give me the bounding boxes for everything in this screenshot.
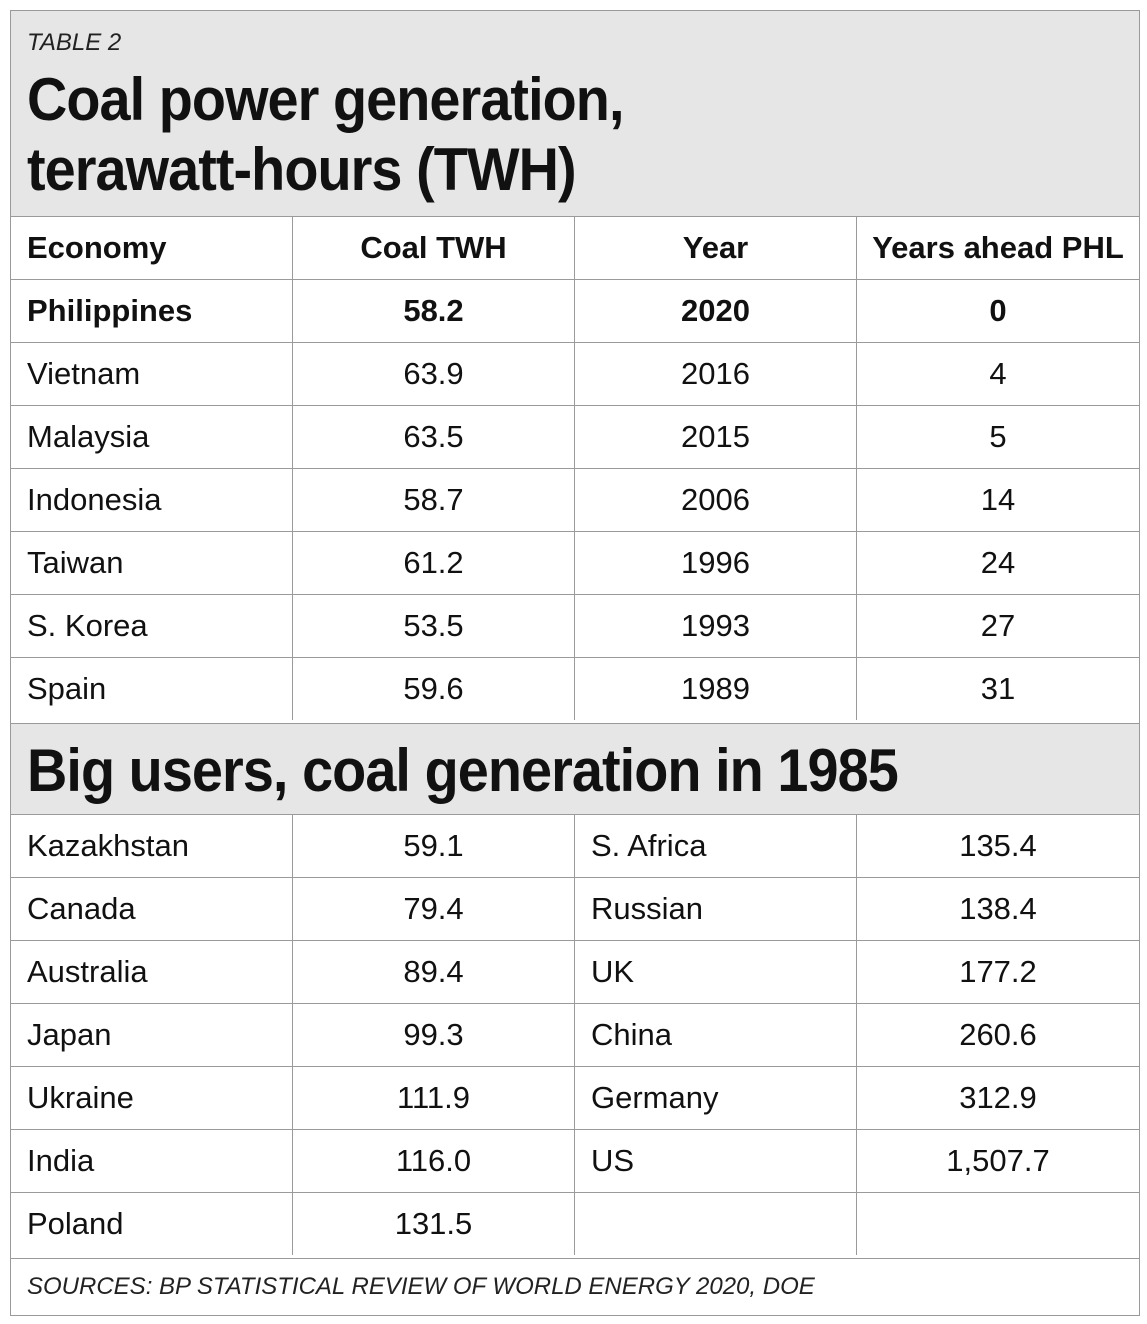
table-label: TABLE 2: [27, 29, 122, 56]
table-row: Poland 131.5: [11, 1192, 1139, 1255]
section-title: Big users, coal generation in 1985: [27, 737, 899, 804]
coal-generation-table: Economy Coal TWH Year Years ahead PHL Ph…: [11, 216, 1139, 720]
country-cell: Poland: [11, 1193, 293, 1255]
value-cell: 89.4: [293, 941, 575, 1003]
value-cell: 1,507.7: [946, 1143, 1050, 1178]
year-cell: 2015: [575, 406, 857, 468]
country-cell: UK: [575, 941, 857, 1003]
country-cell: Australia: [11, 941, 293, 1003]
country-cell: India: [11, 1130, 293, 1192]
country-cell: China: [575, 1004, 857, 1066]
coal-twh-cell: 61.2: [293, 532, 575, 594]
year-cell: 2006: [575, 469, 857, 531]
country-cell: Kazakhstan: [11, 814, 293, 877]
country-cell: Russian: [575, 878, 857, 940]
years-ahead-cell: 27: [980, 608, 1016, 643]
table-row: S. Korea 53.5 1993 27: [11, 594, 1139, 657]
years-ahead-cell: 31: [980, 671, 1016, 706]
column-header-economy: Economy: [11, 217, 293, 279]
column-header-years-ahead: Years ahead PHL: [872, 230, 1124, 265]
economy-cell: S. Korea: [11, 595, 293, 657]
title-line-2: terawatt-hours (TWH): [27, 136, 577, 203]
year-cell: 1989: [575, 658, 857, 720]
coal-twh-cell: 63.9: [293, 343, 575, 405]
title-line-1: Coal power generation,: [27, 66, 624, 133]
table-row: Canada 79.4 Russian 138.4: [11, 877, 1139, 940]
table-row: Vietnam 63.9 2016 4: [11, 342, 1139, 405]
table-row: Ukraine 111.9 Germany 312.9: [11, 1066, 1139, 1129]
country-cell: Japan: [11, 1004, 293, 1066]
table-card: TABLE 2 Coal power generation, terawatt-…: [10, 10, 1140, 1316]
table-row: Malaysia 63.5 2015 5: [11, 405, 1139, 468]
table-footer: SOURCES: BP STATISTICAL REVIEW OF WORLD …: [11, 1258, 1139, 1315]
value-cell: 131.5: [293, 1193, 575, 1255]
table-row: Kazakhstan 59.1 S. Africa 135.4: [11, 814, 1139, 877]
years-ahead-cell: 0: [989, 293, 1007, 328]
year-cell: 1993: [575, 595, 857, 657]
value-cell: 312.9: [959, 1080, 1037, 1115]
years-ahead-cell: 14: [980, 482, 1016, 517]
value-cell: 138.4: [959, 891, 1037, 926]
years-ahead-cell: 4: [989, 356, 1007, 391]
source-note: SOURCES: BP STATISTICAL REVIEW OF WORLD …: [27, 1273, 815, 1300]
value-cell: 177.2: [959, 954, 1037, 989]
table-header-row: Economy Coal TWH Year Years ahead PHL: [11, 216, 1139, 279]
column-header-coal-twh: Coal TWH: [293, 217, 575, 279]
country-cell: Germany: [575, 1067, 857, 1129]
country-cell: Ukraine: [11, 1067, 293, 1129]
table-row: Taiwan 61.2 1996 24: [11, 531, 1139, 594]
table-row: Japan 99.3 China 260.6: [11, 1003, 1139, 1066]
value-cell: 116.0: [293, 1130, 575, 1192]
value-cell: 99.3: [293, 1004, 575, 1066]
table-title: Coal power generation, terawatt-hours (T…: [27, 65, 624, 205]
economy-cell: Indonesia: [11, 469, 293, 531]
economy-cell: Vietnam: [11, 343, 293, 405]
year-cell: 1996: [575, 532, 857, 594]
value-cell: 135.4: [959, 827, 1037, 863]
column-header-year: Year: [575, 217, 857, 279]
coal-twh-cell: 58.2: [293, 280, 575, 342]
economy-cell: Philippines: [11, 280, 293, 342]
table-row: Spain 59.6 1989 31: [11, 657, 1139, 720]
economy-cell: Taiwan: [11, 532, 293, 594]
country-cell: S. Africa: [575, 814, 857, 877]
economy-cell: Spain: [11, 658, 293, 720]
value-cell: 111.9: [293, 1067, 575, 1129]
table-row: India 116.0 US 1,507.7: [11, 1129, 1139, 1192]
value-cell: 260.6: [959, 1017, 1037, 1052]
table-row: Philippines 58.2 2020 0: [11, 279, 1139, 342]
country-cell: [575, 1193, 857, 1255]
coal-twh-cell: 59.6: [293, 658, 575, 720]
coal-twh-cell: 58.7: [293, 469, 575, 531]
country-cell: Canada: [11, 878, 293, 940]
coal-twh-cell: 63.5: [293, 406, 575, 468]
big-users-table: Kazakhstan 59.1 S. Africa 135.4 Canada 7…: [11, 814, 1139, 1255]
table-row: Indonesia 58.7 2006 14: [11, 468, 1139, 531]
coal-twh-cell: 53.5: [293, 595, 575, 657]
value-cell: [857, 1193, 1139, 1255]
value-cell: 79.4: [293, 878, 575, 940]
table-row: Australia 89.4 UK 177.2: [11, 940, 1139, 1003]
year-cell: 2020: [575, 280, 857, 342]
year-cell: 2016: [575, 343, 857, 405]
economy-cell: Malaysia: [11, 406, 293, 468]
value-cell: 59.1: [293, 814, 575, 877]
country-cell: US: [575, 1130, 857, 1192]
table-header: TABLE 2 Coal power generation, terawatt-…: [11, 11, 1139, 216]
years-ahead-cell: 24: [980, 545, 1016, 580]
years-ahead-cell: 5: [989, 419, 1007, 454]
section-header: Big users, coal generation in 1985: [11, 723, 1139, 815]
